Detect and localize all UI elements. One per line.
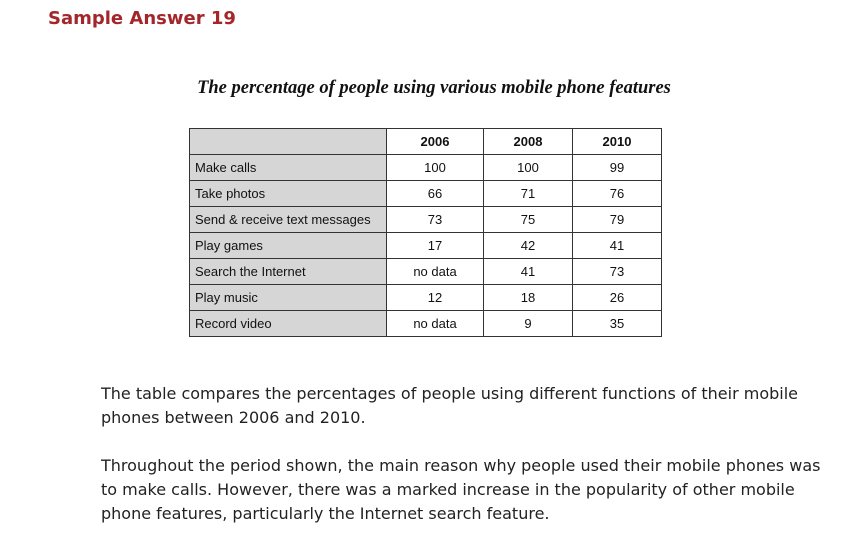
table-cell: 41 (572, 232, 662, 259)
row-label: Make calls (189, 154, 387, 181)
intro-paragraph: The table compares the percentages of pe… (101, 384, 799, 427)
table-row: Send & receive text messages 73 75 79 (189, 206, 662, 233)
table-cell: 76 (572, 180, 662, 207)
table-cell: 42 (483, 232, 573, 259)
table-cell: 66 (386, 180, 484, 207)
column-header-2006: 2006 (386, 128, 484, 155)
table-cell: 79 (572, 206, 662, 233)
table-cell: 9 (483, 310, 573, 337)
table-cell: 99 (572, 154, 662, 181)
table-row: Record video no data 9 35 (189, 310, 662, 337)
row-label: Record video (189, 310, 387, 337)
row-label: Search the Internet (189, 258, 387, 285)
table-cell: 18 (483, 284, 573, 311)
table-cell: 35 (572, 310, 662, 337)
table-row: Search the Internet no data 41 73 (189, 258, 662, 285)
table-cell: 73 (572, 258, 662, 285)
table-cell: 71 (483, 180, 573, 207)
table-cell: no data (386, 310, 484, 337)
header-corner-cell (189, 128, 387, 155)
row-label: Take photos (189, 180, 387, 207)
table-cell: 100 (386, 154, 484, 181)
row-label: Play games (189, 232, 387, 259)
table-cell: no data (386, 258, 484, 285)
table-cell: 12 (386, 284, 484, 311)
table-row: Make calls 100 100 99 (189, 154, 662, 181)
table-title: The percentage of people using various m… (197, 78, 671, 98)
table-cell: 26 (572, 284, 662, 311)
table-cell: 73 (386, 206, 484, 233)
table-row: Play music 12 18 26 (189, 284, 662, 311)
table-cell: 75 (483, 206, 573, 233)
row-label: Send & receive text messages (189, 206, 387, 233)
table-header-row: 2006 2008 2010 (189, 128, 662, 155)
table-cell: 17 (386, 232, 484, 259)
row-label: Play music (189, 284, 387, 311)
table-cell: 100 (483, 154, 573, 181)
data-table: 2006 2008 2010 Make calls 100 100 99 Tak… (189, 128, 662, 337)
table-cell: 41 (483, 258, 573, 285)
sample-heading: Sample Answer 19 (48, 8, 236, 29)
table-row: Take photos 66 71 76 (189, 180, 662, 207)
table-row: Play games 17 42 41 (189, 232, 662, 259)
column-header-2010: 2010 (572, 128, 662, 155)
column-header-2008: 2008 (483, 128, 573, 155)
overview-paragraph: Throughout the period shown, the main re… (101, 456, 821, 523)
